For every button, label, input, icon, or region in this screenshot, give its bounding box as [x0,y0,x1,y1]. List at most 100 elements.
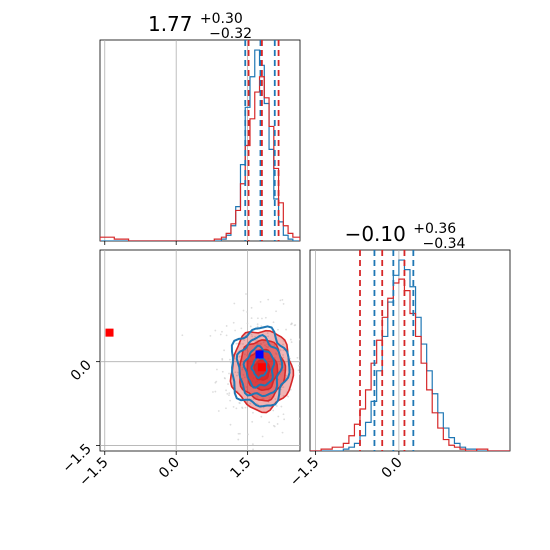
hist-panel-param2-title-median: −0.10 [345,222,406,246]
hist-panel-param2-title-minus: −0.34 [423,236,466,252]
contour-blue-level-2 [242,344,276,389]
sample-point [282,354,284,356]
sample-point [285,328,287,331]
sample-point [228,392,231,395]
sample-point [256,325,259,328]
sample-point [298,417,300,420]
hist-panel-param1-title: 1.77 +0.30 −0.32 [148,4,252,42]
sample-point [250,317,253,320]
hist2-xtick-label-0: −1.5 [287,455,322,490]
sample-point [301,408,303,410]
sample-point [209,334,212,337]
sample-point [266,332,269,335]
sample-point [233,302,236,305]
sample-point [281,298,284,301]
sample-point [242,343,244,345]
sample-point [282,349,285,351]
contour-panel: −1.5 0.0 1.5−1.50.0 [59,249,305,490]
hist-panel-param1-title-minus: −0.32 [209,26,252,42]
sample-point [244,406,247,409]
sample-point [282,343,284,346]
sample-point [283,418,286,421]
sample-point [282,303,285,305]
sample-point [264,316,267,319]
sample-point [232,321,235,324]
hist-panel-param1: 1.77 +0.30 −0.32 [99,4,301,245]
sample-point [241,406,243,409]
sample-point [282,413,285,416]
sample-point [221,330,223,333]
sample-point [275,405,278,407]
sample-point [296,356,299,359]
sample-point [212,391,214,393]
sample-point [301,343,303,345]
sample-point [260,325,263,328]
hist-panel-param1-title-median: 1.77 [148,12,193,36]
hist-panel-param2-title-plus: +0.36 [413,221,456,237]
sample-point [232,405,235,408]
sample-point [272,424,275,427]
sample-point [272,321,275,324]
sample-point [216,368,218,371]
sample-point [261,317,263,320]
sample-point [229,423,232,426]
sample-point [252,448,254,451]
sample-point [294,324,297,326]
contour-blue-level-3 [250,355,268,380]
sample-point [290,341,293,344]
sample-point [225,389,227,392]
sample-point [228,394,230,397]
sample-point [217,410,220,412]
sample-point [299,338,300,341]
sample-point [297,369,300,372]
sample-point [226,392,229,395]
sample-point [299,372,300,375]
contour-panel-markers [105,328,266,372]
sample-point [282,339,285,342]
sample-point [234,329,237,332]
sample-point [302,362,304,364]
sample-point [235,407,238,410]
sample-point [214,390,217,393]
hist-panel-param2: −1.5 0.0 −0.10 +0.36 −0.34 [287,221,511,490]
sample-point [243,339,246,342]
sample-point [236,374,238,377]
sample-point [303,379,305,381]
sample-point [272,409,275,412]
contour-blue-level-1 [235,334,284,398]
sample-point [267,335,269,338]
sample-point [277,328,279,331]
sample-point [254,335,256,338]
sample-point [278,348,281,351]
marker-1 [257,363,266,372]
sample-point [225,334,228,337]
sample-point [236,371,239,374]
hist-panel-param1-title-plus: +0.30 [200,11,243,27]
sample-point [274,398,277,400]
contour-xtick-label-1: 0.0 [156,455,183,482]
sample-point [229,361,232,364]
sample-point [277,415,280,418]
sample-point [224,377,226,380]
hist-panel-param2-ticks: −1.5 0.0 [287,451,406,490]
sample-point [245,293,247,295]
sample-point [302,382,304,384]
sample-point [282,356,285,359]
sample-point [252,411,254,414]
sample-point [237,432,240,435]
sample-point [228,372,230,375]
sample-point [194,361,197,364]
hist-panel-param1-ticks [104,241,249,245]
sample-point [282,386,285,389]
sample-point [249,402,252,405]
sample-point [290,322,293,325]
sample-point [250,333,253,336]
hist-panel-param1-frame [99,39,301,242]
hist2-step-series-0 [310,259,510,451]
sample-point [251,335,254,338]
sample-point [287,395,290,398]
sample-point [239,432,241,435]
sample-point [246,311,249,313]
sample-point [227,383,229,385]
sample-point [223,349,225,352]
